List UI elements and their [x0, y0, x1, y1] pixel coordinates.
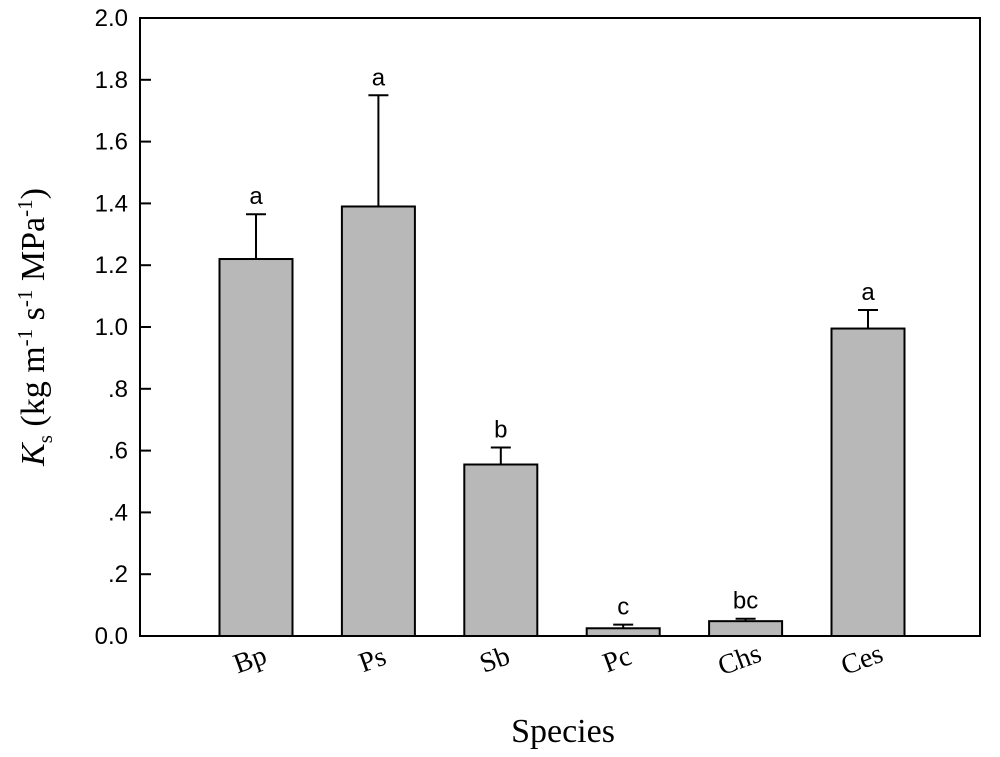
y-tick-label: 1.2 [95, 252, 128, 279]
y-tick-label: .4 [108, 499, 128, 526]
x-tick-label-ps: Ps [355, 641, 390, 679]
y-axis-symbol: K [15, 441, 52, 467]
x-tick-label-chs: Chs [714, 638, 766, 682]
y-axis-unit-3: MPa [15, 217, 52, 290]
x-tick-label-pc: Pc [599, 641, 636, 680]
significance-label-ps: a [372, 64, 386, 91]
x-tick-label-bp: Bp [229, 640, 270, 680]
y-tick-label: 1.0 [95, 314, 128, 341]
bar-ces [830, 327, 906, 637]
x-tick-label-sb: Sb [476, 640, 514, 679]
significance-label-sb: b [494, 417, 507, 444]
y-tick-label: .6 [108, 438, 128, 465]
x-axis-title: Species [511, 713, 615, 750]
y-axis-sup-3: -1 [13, 199, 37, 217]
y-axis-sup-1: -1 [13, 329, 37, 347]
bar-ps [340, 205, 416, 638]
y-tick-label: .2 [108, 561, 128, 588]
y-axis-unit-4: ) [15, 188, 52, 199]
significance-label-ces: a [861, 279, 875, 306]
y-axis: 0.0 .2 .4 .6 .8 1.0 1.2 1.4 1.6 1.8 2.0 [95, 5, 151, 650]
significance-label-pc: c [617, 594, 629, 621]
y-axis-unit-1: (kg m [15, 346, 52, 435]
bar-chs [708, 620, 784, 638]
x-axis: Bp Ps Sb Pc Chs Ces [229, 638, 887, 682]
y-axis-sup-2: -1 [13, 290, 37, 308]
significance-label-chs: bc [733, 588, 758, 615]
y-axis-title: Ks (kg m-1 s-1 MPa-1) [13, 188, 57, 467]
y-tick-label: 1.8 [95, 67, 128, 94]
x-tick-label-ces: Ces [837, 638, 887, 681]
y-tick-label: 1.6 [95, 129, 128, 156]
y-tick-label: 0.0 [95, 623, 128, 650]
y-axis-symbol-sub: s [33, 435, 57, 443]
bar-bp [218, 258, 294, 637]
y-tick-label: 1.4 [95, 190, 128, 217]
y-axis-unit-2: s [15, 307, 52, 329]
bar-sb [463, 463, 539, 637]
y-tick-label: .8 [108, 376, 128, 403]
bar-pc [585, 627, 661, 638]
y-tick-label: 2.0 [95, 5, 128, 32]
significance-label-bp: a [249, 183, 263, 210]
